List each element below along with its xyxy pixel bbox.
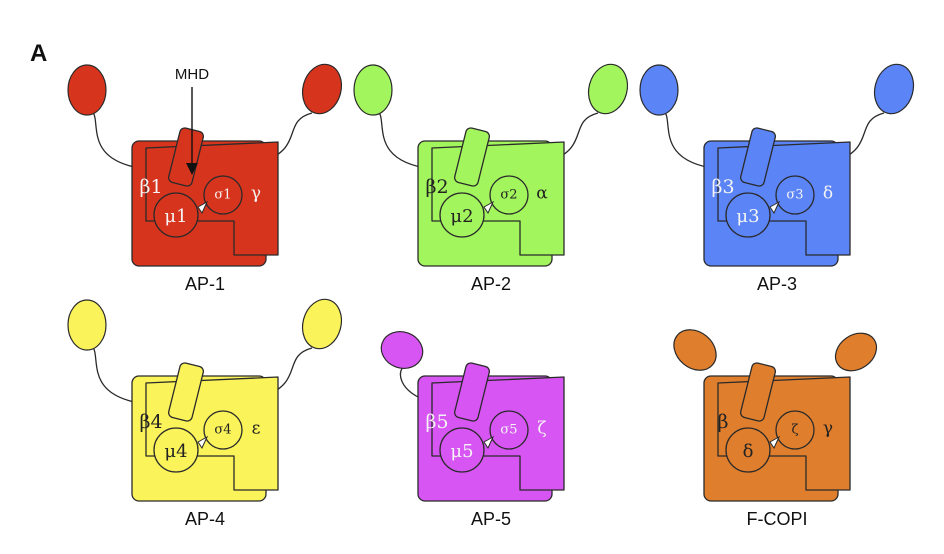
complex-ap-3: β3 δ σ3 μ3 AP-3 [639, 63, 915, 294]
medium-subunit [725, 192, 771, 238]
left-ear [673, 329, 717, 371]
medium-subunit-label: μ3 [736, 206, 759, 227]
mhd-domain [167, 127, 205, 187]
left-hinge [91, 345, 147, 405]
big-left-label: β3 [711, 176, 734, 198]
medium-subunit-label: μ4 [164, 441, 187, 462]
big-left-label: β [718, 411, 729, 433]
medium-subunit [153, 427, 199, 473]
medium-subunit-label: μ5 [450, 441, 473, 462]
medium-subunit-label: μ2 [450, 206, 473, 227]
medium-subunit-label: μ1 [164, 206, 187, 227]
left-ear [67, 299, 107, 351]
complex-name: AP-3 [757, 274, 797, 294]
mhd-annotation: MHD [175, 66, 209, 175]
medium-subunit [439, 192, 485, 238]
interface-notch [197, 200, 209, 215]
complex-name: AP-1 [185, 274, 225, 294]
left-hinge [91, 110, 147, 170]
complex-ap-1: β1 γ σ1 μ1 AP-1 [67, 63, 343, 294]
small-subunit [489, 175, 529, 215]
small-subunit-label: σ3 [786, 188, 803, 203]
small-subunit [775, 175, 815, 215]
big-right-label: ζ [537, 419, 546, 439]
medium-subunit [439, 427, 485, 473]
big-left-label: β2 [425, 176, 448, 198]
complex-ap-4: β4 ε σ4 μ4 AP-4 [67, 298, 343, 529]
right-ear [873, 63, 915, 115]
right-ear [587, 63, 629, 115]
big-right-label: γ [251, 184, 261, 204]
big-left-label: β1 [139, 176, 162, 198]
mhd-domain [739, 127, 777, 187]
complex-name: AP-4 [185, 509, 225, 529]
big-right-label: α [536, 184, 548, 204]
small-subunit [775, 410, 815, 450]
small-subunit [203, 175, 243, 215]
complex-name: F-COPI [747, 509, 808, 529]
small-subunit-label: σ2 [500, 188, 517, 203]
medium-subunit-label: δ [743, 441, 754, 462]
mhd-domain [739, 362, 777, 422]
mhd-domain [453, 362, 491, 422]
complex-name: AP-2 [471, 274, 511, 294]
complex-ap-5: β5 ζ σ5 μ5 AP-5 [380, 331, 565, 529]
right-ear [301, 298, 343, 350]
small-subunit-label: ζ [791, 423, 798, 438]
left-hinge [377, 110, 433, 170]
mhd-arrow-head [186, 163, 198, 175]
panel-label: A [30, 40, 48, 67]
complex-ap-2: β2 α σ2 μ2 AP-2 [353, 63, 629, 294]
left-ear [67, 64, 107, 116]
mhd-domain [167, 362, 205, 422]
interface-notch [483, 435, 495, 450]
big-right-label: δ [823, 184, 833, 204]
interface-notch [769, 200, 781, 215]
big-right-label: ε [252, 419, 261, 439]
mhd-domain [453, 127, 491, 187]
complex-name: AP-5 [471, 509, 511, 529]
left-ear [353, 64, 393, 116]
small-subunit [489, 410, 529, 450]
small-subunit-label: σ1 [214, 188, 231, 203]
mhd-label: MHD [175, 66, 209, 83]
interface-notch [769, 435, 781, 450]
small-subunit-label: σ4 [214, 423, 231, 438]
medium-subunit [153, 192, 199, 238]
left-ear [639, 64, 679, 116]
left-hinge [663, 110, 719, 170]
interface-notch [483, 200, 495, 215]
right-ear [301, 63, 343, 115]
small-subunit-label: σ5 [500, 423, 517, 438]
complex-f-copi: β γ ζ δ F-COPI [673, 329, 878, 529]
big-left-label: β4 [139, 411, 162, 433]
left-ear [380, 331, 424, 369]
medium-subunit [725, 427, 771, 473]
big-right-label: γ [823, 419, 833, 439]
right-ear [834, 332, 878, 372]
big-left-label: β5 [425, 411, 448, 433]
interface-notch [197, 435, 209, 450]
small-subunit [203, 410, 243, 450]
